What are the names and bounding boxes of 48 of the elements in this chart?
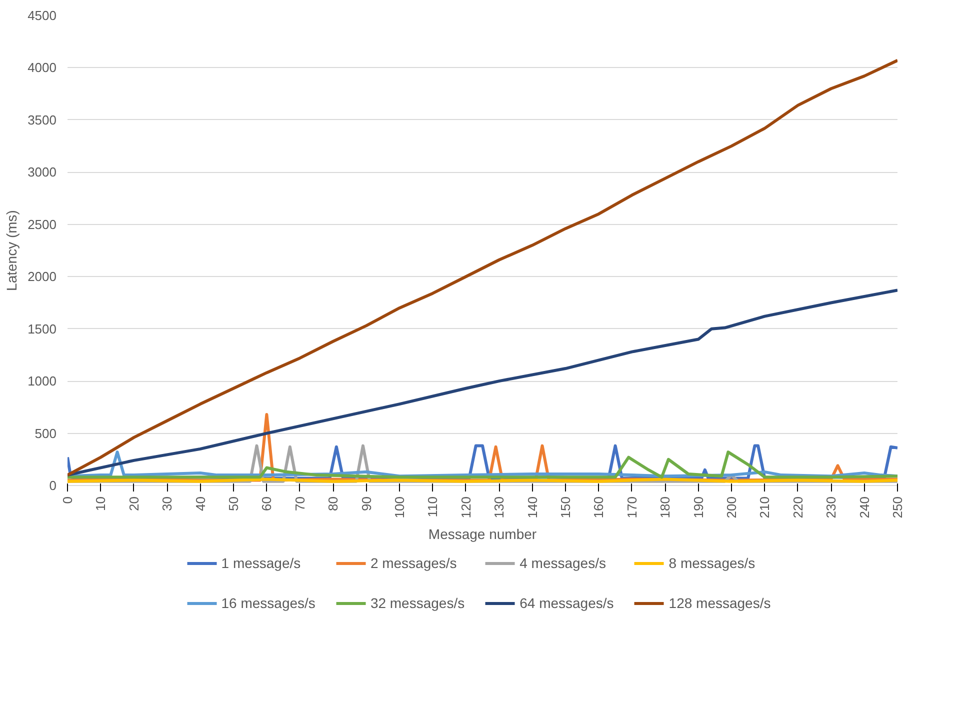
x-tick-label: 130 — [492, 496, 507, 518]
y-tick-label: 1500 — [28, 321, 56, 336]
x-tick-label: 120 — [458, 496, 474, 518]
y-tick-label: 4000 — [28, 60, 56, 76]
x-tick-label: 30 — [160, 496, 175, 511]
x-tick-label: 0 — [60, 496, 75, 504]
x-tick-label: 180 — [658, 496, 673, 518]
y-axis-title: Latency (ms) — [4, 210, 20, 291]
legend-label: 64 messages/s — [520, 594, 614, 610]
x-tick-label: 60 — [259, 496, 274, 511]
x-tick-label: 190 — [690, 496, 706, 518]
line-series — [68, 58, 898, 477]
y-tick-label: 3000 — [28, 164, 56, 180]
y-tick-label: 500 — [34, 426, 57, 441]
x-tick-label: 50 — [226, 496, 241, 511]
x-tick-label: 220 — [790, 496, 806, 518]
x-tick-label: 100 — [392, 496, 407, 518]
y-tick-label: 3500 — [28, 112, 56, 128]
y-tick-label: 1000 — [28, 374, 56, 389]
legend-label: 2 messages/s — [370, 554, 457, 570]
x-tick-label: 200 — [724, 496, 739, 518]
y-tick-label: 4500 — [28, 8, 56, 23]
x-tick-label: 140 — [524, 496, 540, 518]
y-tick-label: 2000 — [28, 269, 56, 284]
x-tick-label: 160 — [591, 496, 606, 518]
x-tick-label: 230 — [824, 496, 839, 518]
legend-label: 8 messages/s — [668, 554, 756, 570]
line-series — [68, 288, 898, 477]
legend-label: 1 message/s — [221, 554, 301, 570]
x-tick-label: 110 — [425, 496, 440, 518]
x-tick-label: 250 — [890, 496, 905, 518]
x-tick-label: 90 — [358, 496, 374, 511]
x-tick-label: 20 — [126, 496, 142, 511]
x-tick-label: 210 — [757, 496, 772, 518]
x-tick-label: 170 — [624, 496, 640, 518]
x-tick-label: 80 — [326, 496, 341, 511]
x-tick-label: 40 — [192, 496, 208, 511]
x-tick-label: 240 — [856, 496, 872, 518]
y-tick-label: 2500 — [28, 216, 56, 232]
y-tick-label: 0 — [49, 478, 57, 493]
legend-label: 128 messages/s — [668, 594, 771, 610]
legend-label: 32 messages/s — [370, 594, 465, 610]
legend-label: 4 messages/s — [520, 554, 606, 570]
legend-label: 16 messages/s — [221, 594, 316, 610]
x-tick-label: 10 — [93, 496, 108, 511]
x-tick-label: 150 — [558, 496, 573, 518]
x-axis-title: Message number — [428, 526, 537, 542]
x-tick-label: 70 — [292, 496, 308, 511]
